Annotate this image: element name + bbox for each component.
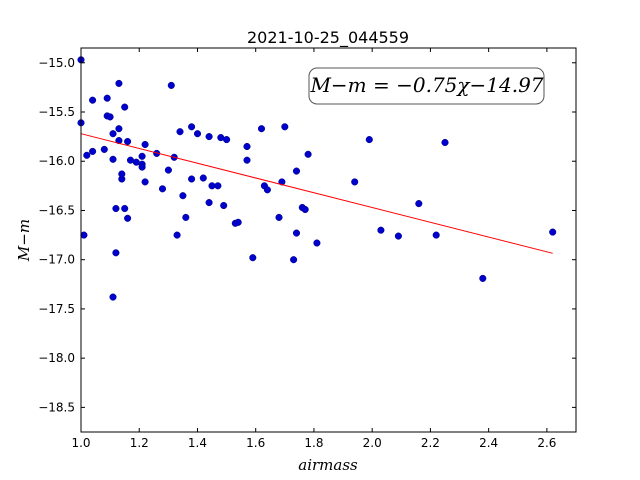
data-point-52 [234,218,242,226]
data-point-66 [301,205,309,214]
y-axis-label: M−m [15,219,33,262]
data-point-32 [158,185,167,193]
data-point-43 [199,174,207,182]
data-point-37 [176,128,184,136]
data-point-4 [89,96,97,104]
data-point-16 [115,137,123,145]
data-point-44 [205,133,213,141]
y-tick-label-0: −15.0 [38,56,75,70]
data-point-50 [223,136,231,144]
data-point-30 [141,178,149,186]
data-point-41 [188,175,196,183]
data-point-74 [432,231,440,239]
data-point-34 [167,81,175,89]
data-point-71 [377,226,385,234]
data-point-21 [121,103,129,111]
y-tick-label-4: −17.0 [38,253,75,267]
y-tick-label-1: −15.5 [38,105,75,119]
data-point-6 [100,145,108,153]
data-point-47 [214,182,222,190]
data-point-9 [106,113,114,121]
x-axis-label: airmass [298,456,358,474]
data-point-62 [290,256,298,264]
data-point-42 [193,130,202,138]
data-point-77 [549,228,557,236]
data-point-64 [292,167,301,175]
y-tick-label-3: −16.5 [38,203,75,217]
data-points [77,56,557,301]
x-tick-label-7: 2.4 [479,436,498,450]
data-point-60 [278,178,286,186]
data-point-2 [80,231,88,239]
x-tick-label-2: 1.4 [188,436,207,450]
data-point-55 [249,254,257,262]
data-point-45 [205,199,213,207]
y-tick-label-2: −16.0 [38,154,75,168]
data-point-67 [304,150,312,158]
data-point-26 [138,152,146,160]
data-point-75 [441,138,449,147]
y-tick-label-5: −17.5 [38,302,75,316]
data-point-56 [257,125,266,133]
data-point-46 [208,182,216,190]
data-point-3 [83,151,91,159]
x-tick-label-8: 2.6 [537,436,556,450]
x-tick-label-3: 1.6 [246,436,265,450]
x-tick-label-4: 1.8 [304,436,323,450]
data-point-73 [415,200,423,208]
data-point-53 [243,142,251,151]
data-point-38 [179,192,187,200]
data-point-40 [188,123,196,131]
data-point-10 [109,130,117,138]
data-point-28 [138,163,146,171]
data-point-29 [141,140,149,149]
data-point-61 [281,123,289,131]
data-point-13 [112,204,120,213]
data-point-11 [109,155,117,163]
data-point-15 [115,79,123,87]
data-point-59 [275,213,283,221]
data-point-76 [479,274,487,282]
data-point-7 [103,94,111,102]
data-point-68 [313,239,321,247]
chart-title: 2021-10-25_044559 [247,28,409,48]
data-point-39 [182,213,190,221]
data-point-23 [124,137,132,146]
data-point-19 [118,170,126,178]
x-tick-label-5: 2.0 [363,436,382,450]
data-point-14 [112,249,120,257]
data-point-58 [263,186,271,194]
x-tick-label-0: 1.0 [71,436,90,450]
data-point-63 [292,229,301,237]
data-point-12 [109,293,117,301]
data-point-36 [173,231,181,239]
data-point-49 [220,201,228,210]
data-point-5 [89,147,97,155]
data-point-72 [394,232,402,240]
data-point-22 [124,214,132,222]
fit-line [80,133,553,254]
axis-ticks: 1.0 1.2 1.4 1.6 1.8 2.0 2.2 2.4 2.6 −15.0 −15.5 −16… [38,48,576,450]
data-point-33 [164,166,172,174]
data-point-70 [365,136,373,144]
fit-equation-text: M−m = −0.75χ−14.97 [309,73,543,97]
y-tick-label-6: −18.0 [38,351,75,365]
x-tick-label-1: 1.2 [130,436,149,450]
data-point-20 [121,204,129,213]
plot-border [80,47,577,433]
y-tick-label-7: −18.5 [38,400,75,414]
data-point-69 [351,178,359,186]
data-point-17 [115,125,123,133]
x-tick-label-6: 2.2 [421,436,440,450]
plot-area [81,48,576,432]
data-point-54 [243,156,251,164]
fit-equation-box [308,67,545,105]
